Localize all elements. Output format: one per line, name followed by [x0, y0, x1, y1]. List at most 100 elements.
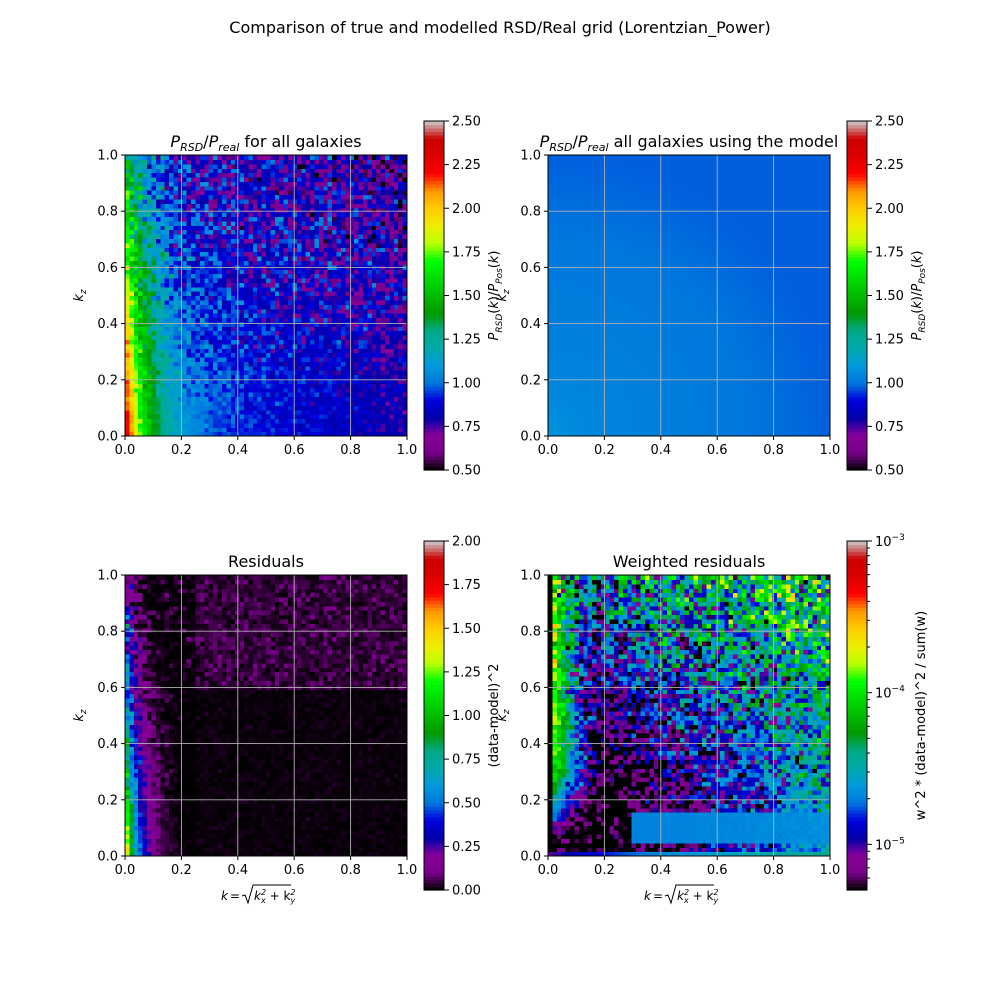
heatmap-cell: [323, 339, 328, 344]
heatmap-cell: [138, 278, 143, 283]
heatmap-cell: [151, 392, 156, 397]
colorbar-segment: [424, 386, 444, 390]
heatmap-cell: [323, 173, 328, 178]
heatmap-cell: [367, 269, 372, 274]
heatmap-cell: [385, 396, 390, 401]
heatmap-cell: [213, 357, 218, 362]
heatmap-cell: [138, 317, 143, 322]
heatmap-cell: [147, 252, 152, 257]
heatmap-cell: [372, 317, 377, 322]
heatmap-cell: [359, 287, 364, 292]
heatmap-cell: [218, 427, 223, 432]
heatmap-cell: [129, 375, 134, 380]
heatmap-cell: [310, 159, 315, 164]
heatmap-cell: [226, 396, 231, 401]
heatmap-cell: [151, 418, 156, 423]
heatmap-cell: [253, 260, 258, 265]
heatmap-cell: [742, 427, 747, 432]
heatmap-cell: [328, 375, 333, 380]
heatmap-cell: [711, 392, 716, 397]
heatmap-cell: [187, 230, 192, 235]
heatmap-cell: [253, 366, 258, 371]
heatmap-cell: [398, 199, 403, 204]
heatmap-cell: [129, 401, 134, 406]
heatmap-cell: [337, 410, 342, 415]
heatmap-cell: [354, 427, 359, 432]
heatmap-cell: [187, 168, 192, 173]
heatmap-cell: [134, 247, 139, 252]
heatmap-cell: [389, 383, 394, 388]
heatmap-cell: [213, 221, 218, 226]
heatmap-cell: [799, 401, 804, 406]
heatmap-cell: [301, 173, 306, 178]
heatmap-cell: [354, 212, 359, 217]
heatmap-cell: [218, 195, 223, 200]
heatmap-cell: [200, 260, 205, 265]
heatmap-cell: [213, 348, 218, 353]
heatmap-cell: [129, 252, 134, 257]
heatmap-cell: [204, 361, 209, 366]
heatmap-cell: [292, 173, 297, 178]
heatmap-cell: [160, 221, 165, 226]
heatmap-cell: [345, 291, 350, 296]
heatmap-cell: [398, 234, 403, 239]
heatmap-cell: [266, 195, 271, 200]
heatmap-cell: [376, 414, 381, 419]
heatmap-cell: [275, 252, 280, 257]
heatmap-cell: [169, 370, 174, 375]
heatmap-cell: [398, 230, 403, 235]
heatmap-cell: [288, 370, 293, 375]
heatmap-cell: [182, 274, 187, 279]
heatmap-cell: [381, 388, 386, 393]
heatmap-cell: [376, 317, 381, 322]
heatmap-cell: [605, 383, 610, 388]
heatmap-cell: [385, 278, 390, 283]
heatmap-cell: [592, 423, 597, 428]
heatmap-cell: [187, 221, 192, 226]
colorbar-segment: [424, 149, 444, 153]
heatmap-cell: [314, 287, 319, 292]
heatmap-cell: [385, 317, 390, 322]
heatmap-cell: [345, 212, 350, 217]
heatmap-cell: [328, 423, 333, 428]
heatmap-cell: [196, 335, 201, 340]
heatmap-cell: [209, 291, 214, 296]
heatmap-cell: [363, 164, 368, 169]
heatmap-cell: [817, 392, 822, 397]
heatmap-cell: [165, 173, 170, 178]
heatmap-cell: [196, 155, 201, 160]
heatmap-cell: [367, 296, 372, 301]
heatmap-cell: [143, 427, 148, 432]
heatmap-cell: [169, 304, 174, 309]
heatmap-cell: [169, 401, 174, 406]
heatmap-cell: [632, 383, 637, 388]
heatmap-cell: [363, 348, 368, 353]
heatmap-cell: [363, 331, 368, 336]
heatmap-cell: [292, 208, 297, 213]
heatmap-cell: [196, 203, 201, 208]
heatmap-cell: [231, 177, 236, 182]
heatmap-cell: [187, 247, 192, 252]
heatmap-cell: [376, 370, 381, 375]
heatmap-cell: [231, 331, 236, 336]
heatmap-cell: [266, 357, 271, 362]
heatmap-cell: [222, 366, 227, 371]
heatmap-cell: [297, 159, 302, 164]
heatmap-cell: [253, 269, 258, 274]
heatmap-cell: [337, 256, 342, 261]
heatmap-cell: [160, 331, 165, 336]
heatmap-cell: [314, 370, 319, 375]
heatmap-cell: [359, 208, 364, 213]
heatmap-cell: [381, 243, 386, 248]
heatmap-cell: [204, 181, 209, 186]
heatmap-cell: [654, 401, 659, 406]
heatmap-cell: [134, 353, 139, 358]
heatmap-cell: [588, 401, 593, 406]
heatmap-cell: [178, 256, 183, 261]
heatmap-cell: [301, 357, 306, 362]
heatmap-cell: [292, 287, 297, 292]
heatmap-cell: [160, 335, 165, 340]
heatmap-cell: [341, 190, 346, 195]
heatmap-cell: [178, 296, 183, 301]
heatmap-cell: [389, 212, 394, 217]
